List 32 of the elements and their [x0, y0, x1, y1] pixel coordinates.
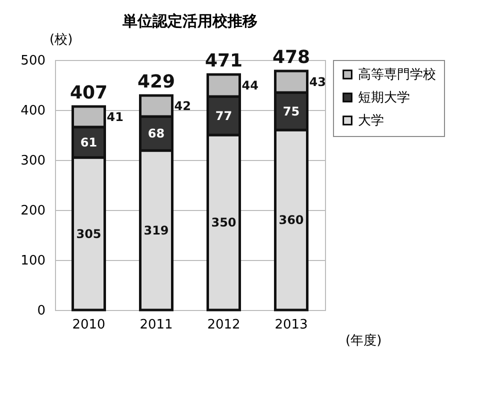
x-tick-label: 2013: [274, 318, 308, 332]
data-label: 77: [215, 108, 232, 123]
data-label: 41: [106, 110, 124, 124]
data-label: 61: [80, 135, 98, 150]
total-label: 429: [137, 72, 176, 92]
data-label: 350: [211, 216, 236, 230]
data-label: 44: [242, 78, 258, 92]
total-label: 471: [204, 50, 243, 72]
data-label: 319: [144, 223, 169, 238]
y-tick-label: 300: [20, 154, 46, 168]
y-tick-label: 100: [20, 254, 46, 268]
data-label: 75: [282, 104, 300, 118]
y-axis-title: (校): [50, 32, 73, 48]
y-tick-label: 400: [20, 104, 46, 118]
x-tick-label: 2011: [140, 318, 173, 332]
y-tick-label: 500: [20, 54, 46, 68]
y-tick-label: 200: [20, 204, 46, 218]
legend-label: 短期大学: [358, 90, 410, 106]
data-label: 360: [278, 213, 304, 227]
y-tick-label: 0: [37, 304, 46, 318]
data-label: 305: [76, 226, 102, 241]
data-label: 68: [148, 126, 165, 140]
data-label: 42: [174, 99, 191, 113]
total-label: 478: [272, 47, 310, 68]
x-tick-label: 2010: [72, 318, 106, 332]
data-label: 43: [309, 74, 326, 89]
x-axis-title: (年度): [346, 332, 382, 348]
x-tick-label: 2012: [207, 318, 240, 332]
legend-label: 大学: [358, 114, 384, 128]
chart-title: 単位認定活用校推移: [122, 12, 258, 30]
legend-label: 高等専門学校: [358, 66, 436, 82]
total-label: 407: [70, 82, 108, 104]
